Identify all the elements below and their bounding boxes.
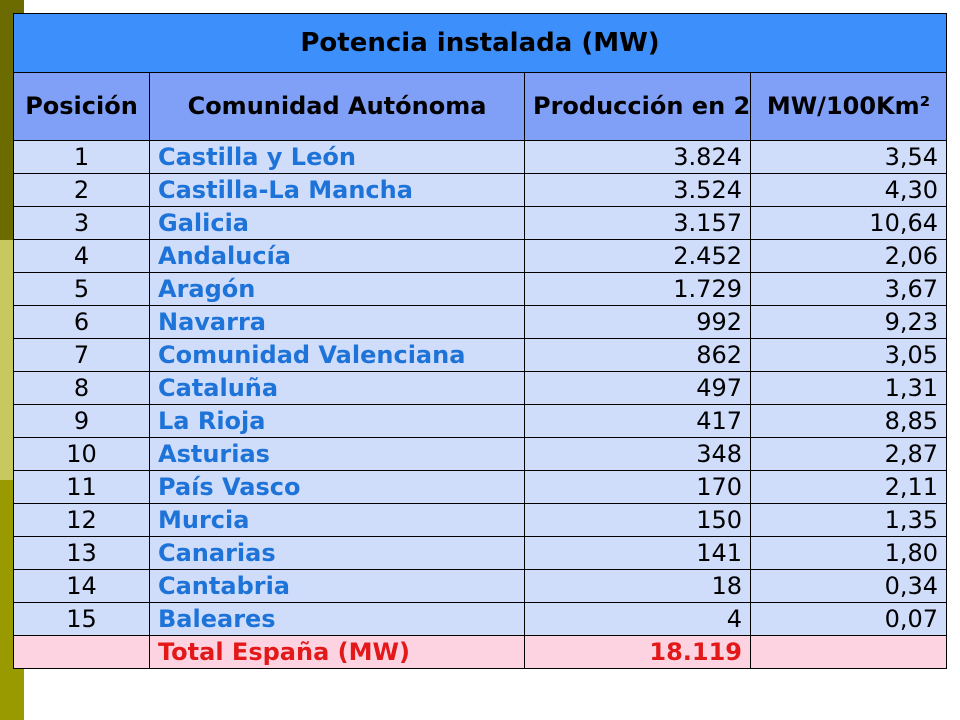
cell-position: 14 bbox=[14, 570, 150, 603]
cell-community: Navarra bbox=[150, 306, 525, 339]
total-density-empty bbox=[751, 636, 947, 669]
table-row: 13 Canarias 141 1,80 bbox=[14, 537, 947, 570]
cell-density: 1,31 bbox=[751, 372, 947, 405]
cell-density: 2,87 bbox=[751, 438, 947, 471]
cell-community: Asturias bbox=[150, 438, 525, 471]
cell-production: 170 bbox=[525, 471, 751, 504]
table-row: 9 La Rioja 417 8,85 bbox=[14, 405, 947, 438]
cell-community: Cantabria bbox=[150, 570, 525, 603]
cell-community: Murcia bbox=[150, 504, 525, 537]
table-title: Potencia instalada (MW) bbox=[14, 14, 947, 73]
table-row: 4 Andalucía 2.452 2,06 bbox=[14, 240, 947, 273]
cell-community: Castilla-La Mancha bbox=[150, 174, 525, 207]
cell-density: 8,85 bbox=[751, 405, 947, 438]
table-row: 14 Cantabria 18 0,34 bbox=[14, 570, 947, 603]
cell-density: 3,54 bbox=[751, 141, 947, 174]
cell-density: 9,23 bbox=[751, 306, 947, 339]
cell-position: 6 bbox=[14, 306, 150, 339]
cell-production: 348 bbox=[525, 438, 751, 471]
cell-production: 2.452 bbox=[525, 240, 751, 273]
cell-density: 4,30 bbox=[751, 174, 947, 207]
cell-density: 2,06 bbox=[751, 240, 947, 273]
table-row: 15 Baleares 4 0,07 bbox=[14, 603, 947, 636]
total-label: Total España (MW) bbox=[150, 636, 525, 669]
cell-community: La Rioja bbox=[150, 405, 525, 438]
total-position-empty bbox=[14, 636, 150, 669]
cell-production: 1.729 bbox=[525, 273, 751, 306]
installed-power-table: Potencia instalada (MW) Posición Comunid… bbox=[13, 13, 947, 669]
cell-position: 11 bbox=[14, 471, 150, 504]
cell-position: 7 bbox=[14, 339, 150, 372]
cell-density: 3,05 bbox=[751, 339, 947, 372]
header-position: Posición bbox=[14, 73, 150, 141]
cell-position: 4 bbox=[14, 240, 150, 273]
cell-production: 18 bbox=[525, 570, 751, 603]
cell-density: 0,34 bbox=[751, 570, 947, 603]
cell-community: Galicia bbox=[150, 207, 525, 240]
cell-position: 13 bbox=[14, 537, 150, 570]
cell-position: 12 bbox=[14, 504, 150, 537]
cell-position: 3 bbox=[14, 207, 150, 240]
cell-community: Baleares bbox=[150, 603, 525, 636]
cell-community: Cataluña bbox=[150, 372, 525, 405]
table-row: 11 País Vasco 170 2,11 bbox=[14, 471, 947, 504]
table-row: 5 Aragón 1.729 3,67 bbox=[14, 273, 947, 306]
cell-community: Castilla y León bbox=[150, 141, 525, 174]
table-row: 2 Castilla-La Mancha 3.524 4,30 bbox=[14, 174, 947, 207]
header-production: Producción en 2009 bbox=[525, 73, 751, 141]
cell-production: 862 bbox=[525, 339, 751, 372]
cell-position: 1 bbox=[14, 141, 150, 174]
cell-community: País Vasco bbox=[150, 471, 525, 504]
cell-production: 4 bbox=[525, 603, 751, 636]
cell-community: Aragón bbox=[150, 273, 525, 306]
table-row: 7 Comunidad Valenciana 862 3,05 bbox=[14, 339, 947, 372]
table-title-row: Potencia instalada (MW) bbox=[14, 14, 947, 73]
table-row: 1 Castilla y León 3.824 3,54 bbox=[14, 141, 947, 174]
cell-density: 2,11 bbox=[751, 471, 947, 504]
cell-position: 9 bbox=[14, 405, 150, 438]
cell-production: 3.524 bbox=[525, 174, 751, 207]
cell-production: 141 bbox=[525, 537, 751, 570]
cell-density: 3,67 bbox=[751, 273, 947, 306]
cell-position: 5 bbox=[14, 273, 150, 306]
cell-production: 992 bbox=[525, 306, 751, 339]
cell-position: 8 bbox=[14, 372, 150, 405]
cell-production: 497 bbox=[525, 372, 751, 405]
cell-position: 10 bbox=[14, 438, 150, 471]
header-density: MW/100Km² bbox=[751, 73, 947, 141]
cell-community: Canarias bbox=[150, 537, 525, 570]
total-production: 18.119 bbox=[525, 636, 751, 669]
header-community: Comunidad Autónoma bbox=[150, 73, 525, 141]
table-row: 12 Murcia 150 1,35 bbox=[14, 504, 947, 537]
table-row: 10 Asturias 348 2,87 bbox=[14, 438, 947, 471]
cell-density: 1,35 bbox=[751, 504, 947, 537]
table-row: 8 Cataluña 497 1,31 bbox=[14, 372, 947, 405]
cell-density: 0,07 bbox=[751, 603, 947, 636]
table-total-row: Total España (MW) 18.119 bbox=[14, 636, 947, 669]
table-row: 6 Navarra 992 9,23 bbox=[14, 306, 947, 339]
table-header-row: Posición Comunidad Autónoma Producción e… bbox=[14, 73, 947, 141]
cell-position: 15 bbox=[14, 603, 150, 636]
cell-density: 10,64 bbox=[751, 207, 947, 240]
cell-production: 417 bbox=[525, 405, 751, 438]
cell-production: 3.157 bbox=[525, 207, 751, 240]
cell-production: 3.824 bbox=[525, 141, 751, 174]
cell-production: 150 bbox=[525, 504, 751, 537]
cell-position: 2 bbox=[14, 174, 150, 207]
cell-community: Comunidad Valenciana bbox=[150, 339, 525, 372]
cell-community: Andalucía bbox=[150, 240, 525, 273]
cell-density: 1,80 bbox=[751, 537, 947, 570]
table-row: 3 Galicia 3.157 10,64 bbox=[14, 207, 947, 240]
